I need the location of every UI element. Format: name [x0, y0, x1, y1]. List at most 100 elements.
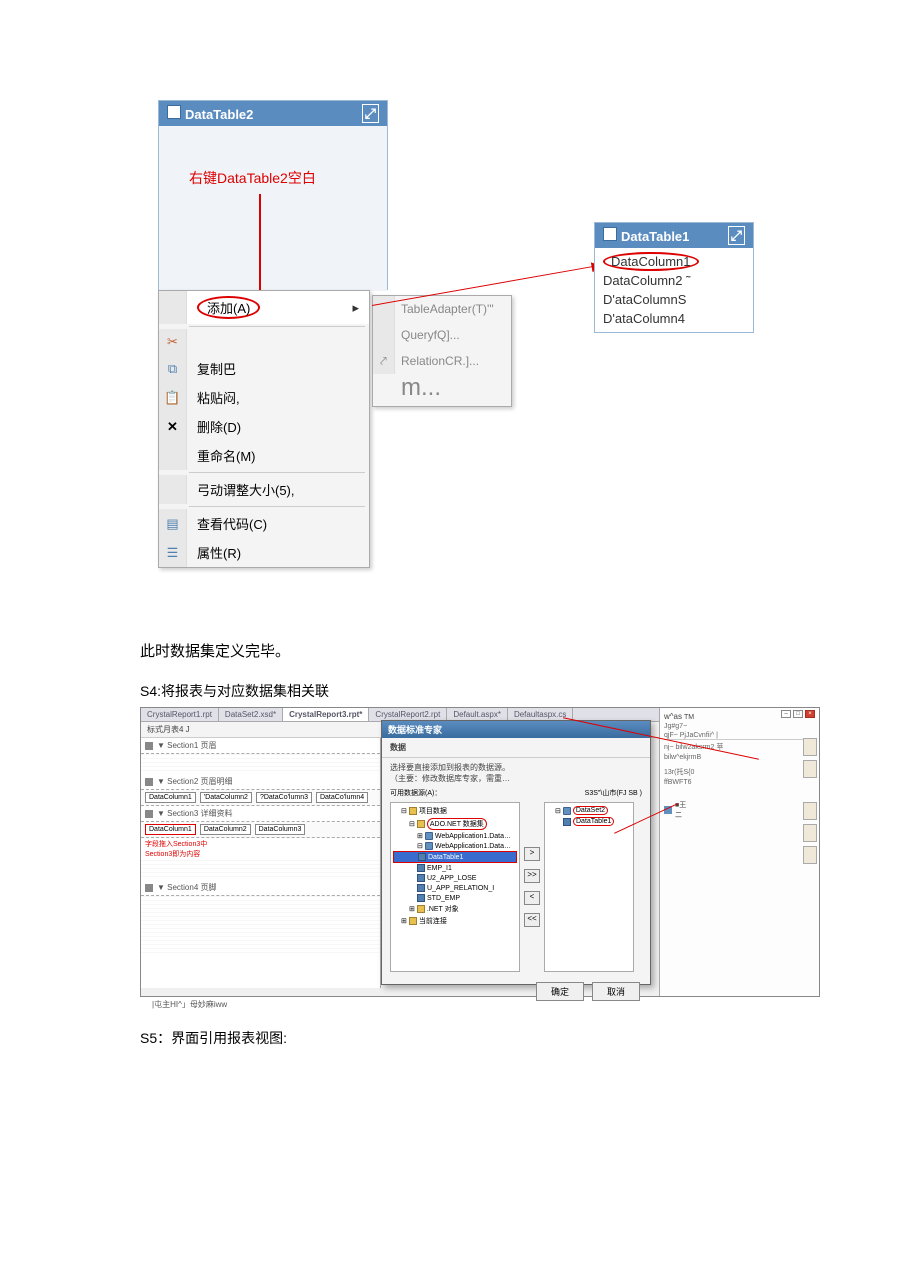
datatable2-title: DataTable2 — [185, 107, 253, 122]
copy-icon: ⧉ — [168, 361, 177, 377]
datatable2-window: DataTable2 ⤢ 右键DataTable2空白 — [158, 100, 388, 290]
table-icon — [417, 894, 425, 902]
datatable2-header: DataTable2 ⤢ — [159, 101, 387, 126]
dialog-title: 数据标准专家 — [382, 721, 650, 738]
move-all-right-button[interactable]: >> — [524, 869, 540, 883]
section4: ▼ Section4 页脚 — [141, 880, 380, 896]
table-icon — [418, 853, 426, 861]
crystalreport-screenshot: CrystalReport1.rpt DataSet2.xsd* Crystal… — [140, 707, 820, 997]
delete-icon: ✕ — [167, 419, 178, 435]
table-icon — [167, 105, 181, 119]
submenu-query[interactable]: QueryfQ]... — [373, 322, 511, 348]
folder-icon — [409, 917, 417, 925]
datatable2-body: 右键DataTable2空白 — [159, 126, 387, 291]
folder-icon — [417, 905, 425, 913]
step-s4-label: S4:将报表与对应数据集相关联 — [140, 681, 780, 701]
datacolumn3[interactable]: D'ataColumnS — [603, 290, 745, 309]
menu-rename[interactable]: 重命名(M) — [159, 441, 369, 470]
datacolumn2[interactable]: DataColumn2 ˜ — [603, 271, 745, 290]
field-h2[interactable]: 'DataColumn2 — [200, 792, 252, 803]
datacolumn4[interactable]: D'ataColumn4 — [603, 309, 745, 328]
tab-dataset2[interactable]: DataSet2.xsd* — [219, 708, 283, 721]
datacolumn1[interactable]: DataColumn1 — [603, 252, 699, 271]
field-d2[interactable]: DataColumn2 — [200, 824, 251, 835]
folder-icon — [417, 820, 425, 828]
move-buttons: > >> < << — [524, 802, 540, 972]
field-row-detail: DataColumn1 DataColumn2 DataColumn3 — [141, 822, 380, 838]
close-button[interactable]: × — [805, 710, 815, 718]
section2: ▼ Section2 页眉明细 — [141, 774, 380, 790]
text-dataset-complete: 此时数据集定义完毕。 — [140, 640, 780, 661]
datatable1-window: DataTable1 ⤢ DataColumn1 DataColumn2 ˜ D… — [594, 222, 754, 333]
menu-delete[interactable]: ✕删除(D) — [159, 412, 369, 441]
move-right-button[interactable]: > — [524, 847, 540, 861]
sidebar-btn-2[interactable] — [803, 760, 817, 778]
red-arrow-to-datatable1 — [372, 265, 592, 305]
selected-tables-tree[interactable]: ⊟DataSet2 DataTable1 — [544, 802, 634, 972]
db-icon — [425, 832, 433, 840]
field-d3[interactable]: DataColumn3 — [255, 824, 306, 835]
code-icon: ▤ — [166, 516, 178, 532]
left-tree-label: 可用数据源(A)： — [390, 788, 441, 798]
section3: ▼ Section3 详细资料 — [141, 806, 380, 822]
sidebar-btn-1[interactable] — [803, 738, 817, 756]
table-icon — [563, 818, 571, 826]
submenu-more[interactable]: m... — [373, 374, 511, 406]
solution-explorer-panel: ‒ □ × w^asTM Jg#g7~ qjF~ PjJaCvnfii^ | n… — [659, 708, 819, 996]
table-icon — [417, 884, 425, 892]
menu-paste[interactable]: 📋粘贴闷, — [159, 383, 369, 412]
minimize-button[interactable]: ‒ — [781, 710, 791, 718]
menu-autosize[interactable]: 弓动谓整大小(5), — [159, 475, 369, 504]
move-left-button[interactable]: < — [524, 891, 540, 905]
step-s5-label: S5：界面引用报表视图: — [140, 1028, 780, 1048]
right-tree-label: S3S"\山市(FJ SB ) — [585, 788, 642, 798]
field-h4[interactable]: DataCo'lumn4 — [316, 792, 368, 803]
section1: ▼ Section1 页眉 — [141, 738, 380, 754]
vertical-sidebar — [803, 738, 817, 864]
dialog-subtitle: 选择要直接添加到报表的数据源。 （主要：修改数据库专家，需重… — [382, 757, 650, 788]
field-h3[interactable]: ?DataCo'lumn3 — [256, 792, 312, 803]
field-h1[interactable]: DataColumn1 — [145, 792, 196, 803]
panel-title: w^as — [664, 712, 682, 721]
cancel-button[interactable]: 取消 — [592, 982, 640, 1001]
relation-icon: ⤤ — [380, 354, 387, 369]
field-row-headers: DataColumn1 'DataColumn2 ?DataCo'lumn3 D… — [141, 790, 380, 806]
red-note-drag: 字段拖入Section3中 Section3即为内容 — [141, 838, 380, 860]
context-menu: 添加(A) ▸ ✂ ⧉复制巴 📋粘贴闷, ✕删除(D) 重命名(M) 弓动谓整大… — [158, 290, 370, 568]
table-icon — [417, 864, 425, 872]
collapse-icon[interactable]: ⤢ — [728, 226, 745, 245]
chevron-right-icon: ▸ — [352, 300, 359, 316]
menu-viewcode[interactable]: ▤查看代码(C) — [159, 509, 369, 538]
annotation-rightclick: 右键DataTable2空白 — [189, 168, 316, 188]
tm-mark: TM — [684, 714, 694, 721]
sidebar-btn-5[interactable] — [803, 846, 817, 864]
tab-crystalreport3[interactable]: CrystalReport3.rpt* — [283, 708, 369, 721]
datatable1-title: DataTable1 — [621, 229, 689, 244]
db-icon — [563, 807, 571, 815]
field-d1[interactable]: DataColumn1 — [145, 824, 196, 835]
sidebar-btn-3[interactable] — [803, 802, 817, 820]
datatable-contextmenu-figure: DataTable2 ⤢ 右键DataTable2空白 添加(A) ▸ ✂ ⧉复… — [140, 100, 760, 580]
properties-icon: ☰ — [167, 545, 179, 561]
datatable1-header: DataTable1 ⤢ — [595, 223, 753, 248]
menu-properties[interactable]: ☰属性(R) — [159, 538, 369, 567]
move-all-left-button[interactable]: << — [524, 913, 540, 927]
cut-icon: ✂ — [167, 334, 178, 350]
db-icon — [425, 842, 433, 850]
database-expert-dialog: 数据标准专家 数据 选择要直接添加到报表的数据源。 （主要：修改数据库专家，需重… — [381, 720, 651, 985]
panel-item[interactable]: ■王 二 — [664, 800, 815, 820]
menu-copy[interactable]: ⧉复制巴 — [159, 354, 369, 383]
context-submenu: TableAdapter(T)'" QueryfQ]... ⤤RelationC… — [372, 295, 512, 407]
sidebar-btn-4[interactable] — [803, 824, 817, 842]
dialog-header: 数据 — [382, 738, 650, 757]
tree-datatable1-selected: DataTable1 — [393, 851, 517, 863]
paste-icon: 📋 — [164, 390, 180, 406]
menu-add[interactable]: 添加(A) ▸ — [159, 291, 369, 324]
ok-button[interactable]: 确定 — [536, 982, 584, 1001]
submenu-relation[interactable]: ⤤RelationCR.]... — [373, 348, 511, 374]
maximize-button[interactable]: □ — [793, 710, 803, 718]
tab-crystalreport1[interactable]: CrystalReport1.rpt — [141, 708, 219, 721]
collapse-icon[interactable]: ⤢ — [362, 104, 379, 123]
available-sources-tree[interactable]: ⊟项目数据 ⊟ADO.NET 数据集 ⊞WebApplication1.Data… — [390, 802, 520, 972]
menu-cut[interactable]: ✂ — [159, 329, 369, 354]
